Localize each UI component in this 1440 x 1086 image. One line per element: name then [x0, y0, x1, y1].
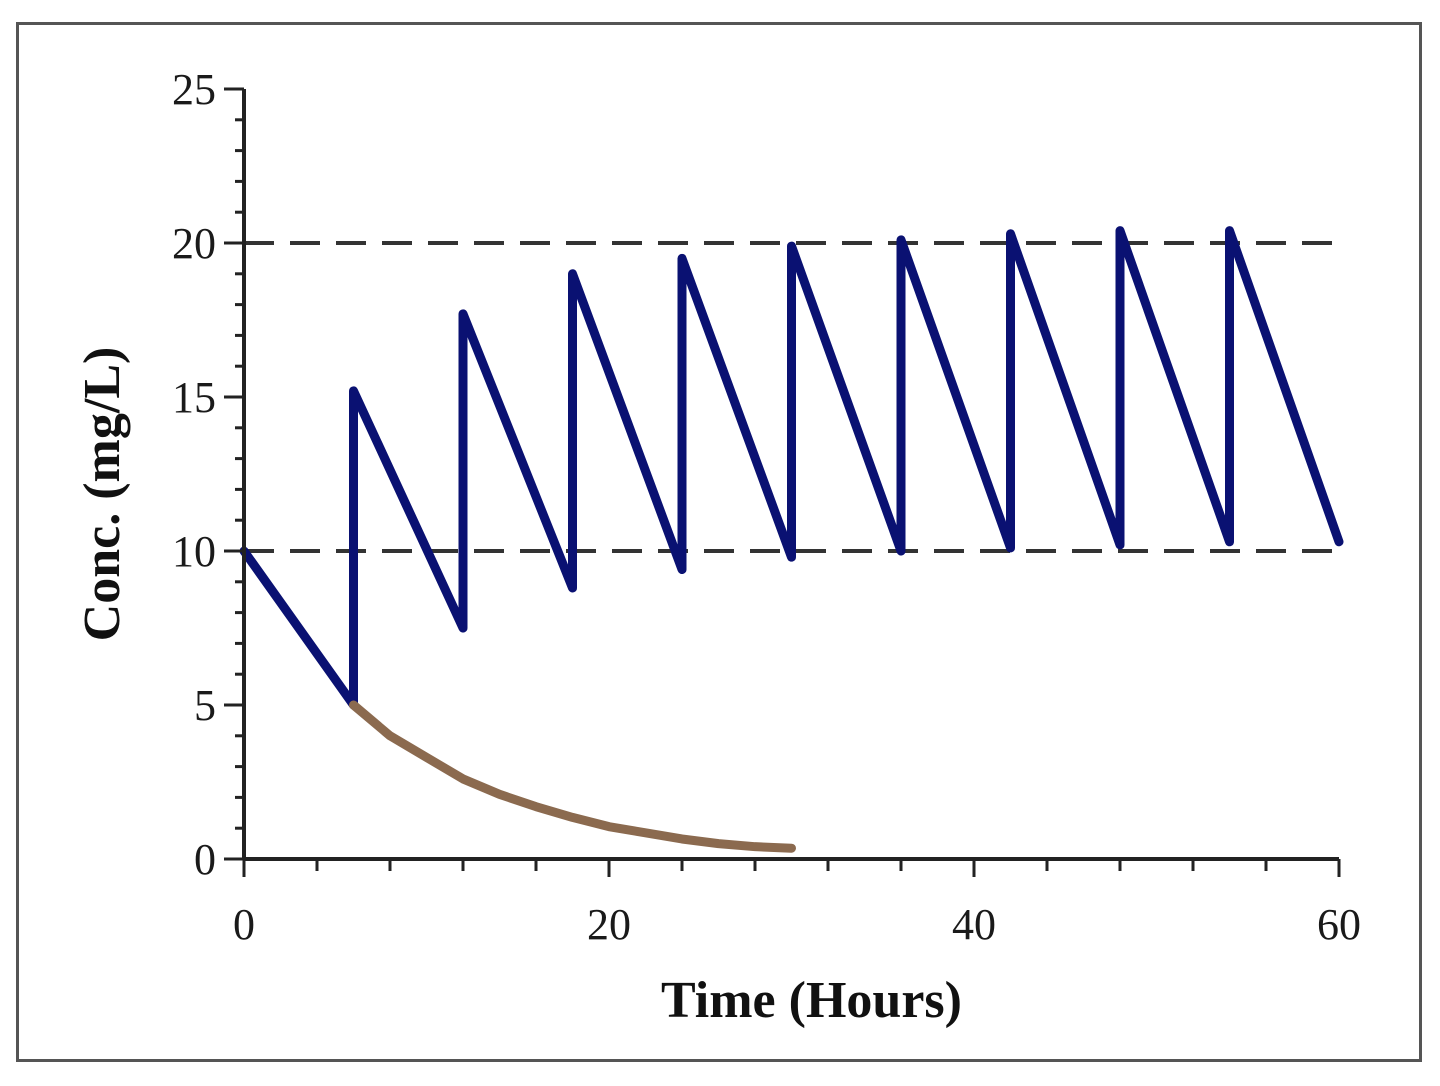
concentration-time-chart: 0 5 10 15 20 25 0 20 40 60 Time (Hours) Conc. (mg…	[74, 65, 1361, 1029]
series-line-2	[349, 700, 796, 853]
series-line-1	[239, 226, 1344, 710]
y-tick-label: 15	[172, 373, 216, 422]
y-tick-label: 0	[194, 835, 216, 884]
x-tick-label: 20	[587, 900, 631, 949]
y-tick-label: 5	[194, 681, 216, 730]
axes	[242, 89, 1339, 861]
x-tick-label: 40	[952, 900, 996, 949]
series-layer	[239, 226, 1344, 853]
chart-frame: 0 5 10 15 20 25 0 20 40 60 Time (Hours) Conc. (mg…	[16, 22, 1422, 1062]
y-tick-label: 25	[172, 65, 216, 114]
x-axis-title: Time (Hours)	[661, 972, 962, 1029]
ticks: 0 5 10 15 20 25 0 20 40 60	[172, 65, 1361, 949]
y-tick-label: 20	[172, 219, 216, 268]
y-tick-label: 10	[172, 527, 216, 576]
y-axis-title: Conc. (mg/L)	[74, 347, 131, 642]
x-tick-label: 0	[233, 900, 255, 949]
x-tick-label: 60	[1317, 900, 1361, 949]
